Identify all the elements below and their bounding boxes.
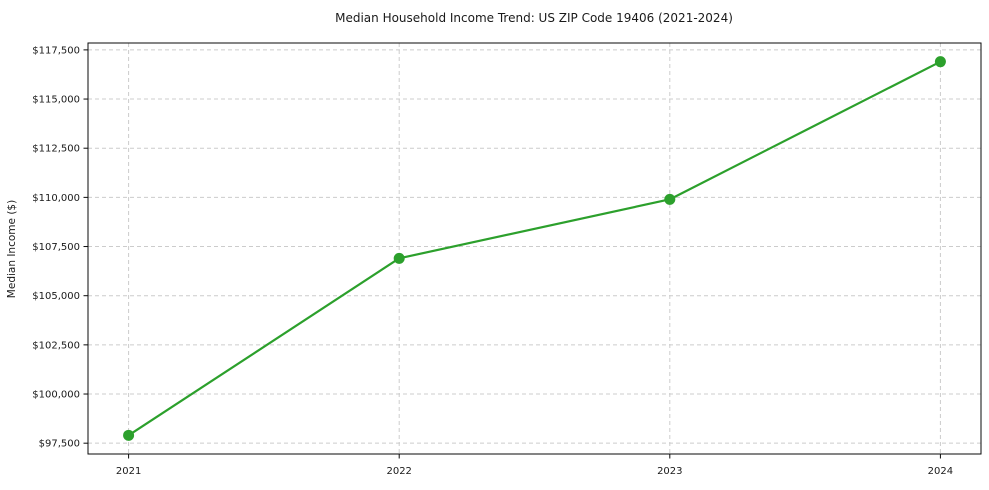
data-point-marker	[664, 193, 676, 205]
plot-area-border	[87, 42, 982, 455]
y-tick-label: $102,500	[32, 340, 80, 351]
x-tick-label: 2021	[116, 466, 141, 477]
axis-tick-layer: $97,500 $100,000 $102,500 $105,000 $107,500 $…	[32, 45, 953, 477]
y-tick-label: $110,000	[32, 193, 80, 204]
data-point-marker	[123, 429, 135, 441]
income-trend-line	[127, 60, 942, 437]
y-tick-label: $107,500	[32, 242, 80, 253]
y-tick-label: $97,500	[39, 439, 80, 450]
chart-title: Median Household Income Trend: US ZIP Co…	[335, 11, 733, 25]
y-axis-label: Median Income ($)	[6, 200, 18, 298]
y-tick-label: $112,500	[32, 144, 80, 155]
x-tick-label: 2024	[928, 466, 953, 477]
y-tick-label: $100,000	[32, 390, 80, 401]
x-tick-label: 2022	[386, 466, 411, 477]
y-tick-label: $117,500	[32, 45, 80, 56]
grid-layer	[88, 43, 981, 454]
y-tick-label: $105,000	[32, 291, 80, 302]
income-series-layer	[123, 56, 946, 441]
data-point-marker	[393, 252, 405, 264]
y-tick-label: $115,000	[32, 95, 80, 106]
x-tick-label: 2023	[657, 466, 682, 477]
data-point-marker	[934, 56, 946, 68]
